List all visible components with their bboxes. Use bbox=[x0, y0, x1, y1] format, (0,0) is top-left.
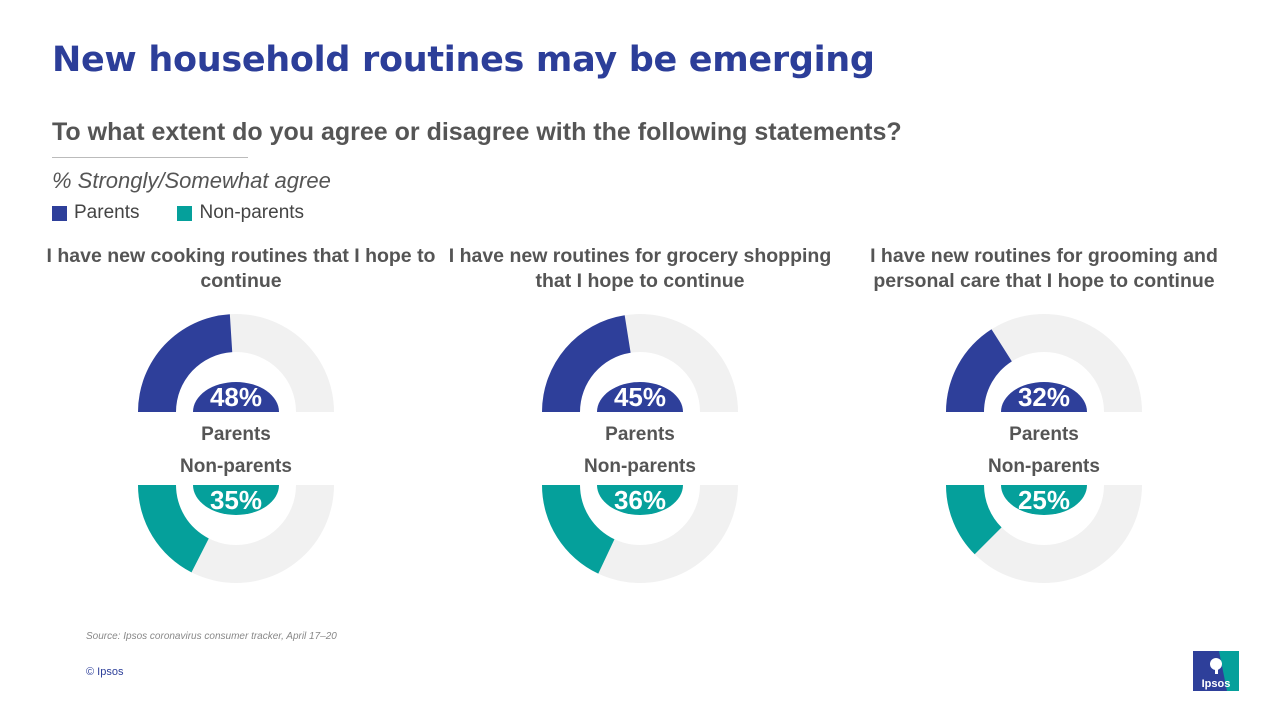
divider bbox=[52, 157, 248, 158]
donut-segment-non-parents bbox=[946, 485, 1002, 555]
source-note: Source: Ipsos coronavirus consumer track… bbox=[86, 631, 337, 642]
legend-item-parents: Parents bbox=[52, 202, 139, 224]
statement-grocery: I have new routines for grocery shopping… bbox=[448, 245, 832, 292]
survey-question: To what extent do you agree or disagree … bbox=[52, 118, 902, 146]
value-label-parents: 45% bbox=[614, 382, 666, 412]
series-label-non-parents: Non-parents bbox=[988, 456, 1100, 477]
donut-segment-parents bbox=[542, 315, 631, 412]
measure-label: % Strongly/Somewhat agree bbox=[52, 168, 331, 193]
page-title: New household routines may be emerging bbox=[52, 40, 875, 80]
series-label-non-parents: Non-parents bbox=[584, 456, 696, 477]
series-label-non-parents: Non-parents bbox=[180, 456, 292, 477]
legend-label-parents: Parents bbox=[74, 202, 140, 223]
value-pill-parents bbox=[1001, 382, 1087, 412]
value-pill-non-parents bbox=[597, 485, 683, 515]
value-label-non-parents: 25% bbox=[1018, 485, 1070, 515]
value-pill-parents bbox=[597, 382, 683, 412]
legend-swatch-parents bbox=[52, 205, 67, 221]
value-label-non-parents: 36% bbox=[614, 485, 666, 515]
series-label-parents: Parents bbox=[1009, 424, 1079, 445]
value-pill-parents bbox=[193, 382, 279, 412]
donut-segment-parents bbox=[138, 314, 233, 412]
donut-segment-non-parents bbox=[138, 485, 209, 573]
statement-grooming: I have new routines for grooming and per… bbox=[870, 245, 1218, 292]
logo-text: Ipsos bbox=[1202, 678, 1231, 690]
legend-item-non-parents: Non-parents bbox=[177, 202, 304, 224]
copyright: © Ipsos bbox=[86, 666, 124, 678]
value-pill-non-parents bbox=[193, 485, 279, 515]
series-label-parents: Parents bbox=[605, 424, 675, 445]
donut-segment-parents bbox=[946, 329, 1012, 412]
donut-track-non-parents bbox=[946, 485, 1142, 583]
legend: Parents Non-parents bbox=[52, 202, 342, 224]
donut-segment-non-parents bbox=[542, 485, 615, 574]
statement-cooking: I have new cooking routines that I hope … bbox=[46, 245, 436, 292]
legend-swatch-non-parents bbox=[177, 205, 193, 221]
value-label-parents: 32% bbox=[1018, 382, 1070, 412]
value-label-non-parents: 35% bbox=[210, 485, 262, 515]
legend-label-non-parents: Non-parents bbox=[199, 202, 305, 223]
ipsos-logo: Ipsos bbox=[1193, 651, 1239, 691]
value-pill-non-parents bbox=[1001, 485, 1087, 515]
value-label-parents: 48% bbox=[210, 382, 262, 412]
series-label-parents: Parents bbox=[201, 424, 271, 445]
